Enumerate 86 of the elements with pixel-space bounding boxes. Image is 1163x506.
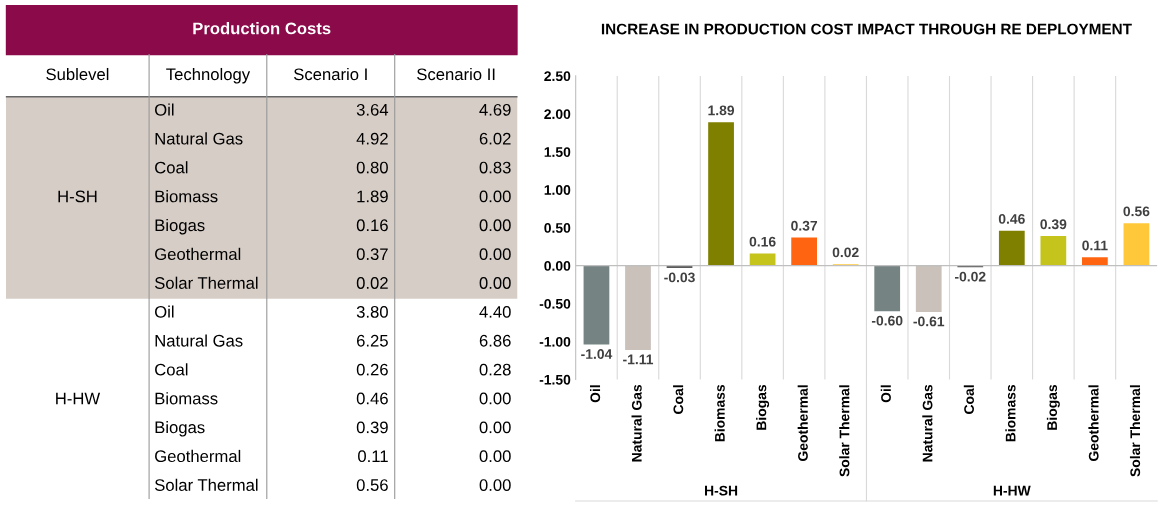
data-label: -1.04: [581, 349, 613, 359]
x-tick-label: Biomass: [1005, 384, 1016, 442]
data-label: 0.16: [749, 236, 776, 247]
data-label: 0.11: [1082, 240, 1108, 251]
data-label: -0.03: [664, 272, 695, 283]
text: 0.00: [479, 479, 511, 491]
text: 4.69: [479, 103, 511, 116]
text: 4.40: [479, 305, 511, 318]
text: 6.86: [479, 334, 511, 347]
category-label: Coal: [155, 363, 188, 376]
text: 0.00: [479, 190, 511, 203]
text: 0.39: [356, 421, 388, 434]
x-tick-label: Biogas: [756, 384, 770, 430]
data-label: -0.61: [913, 316, 945, 327]
text: 6.02: [479, 132, 511, 145]
chart-title: INCREASE IN PRODUCTION COST IMPACT THROUGH RE DEPLOYMENT: [601, 23, 1132, 35]
data-label: -0.02: [954, 271, 986, 282]
category-label: Geothermal: [155, 247, 241, 261]
text: H-HW: [993, 485, 1031, 496]
x-tick-label: Solar Thermal: [839, 385, 850, 477]
text: 0.46: [356, 392, 388, 405]
y-tick-label: -0.50: [539, 298, 571, 309]
x-tick-label: Natural Gas: [631, 384, 642, 462]
text: 0.00: [479, 248, 511, 261]
y-tick-label: 0.50: [544, 223, 571, 233]
category-label: Solar Thermal: [154, 478, 258, 491]
text: Production Costs: [193, 22, 331, 35]
x-tick-label: Biogas: [1046, 384, 1060, 430]
category-label: Solar Thermal: [154, 276, 258, 289]
text: 0.02: [356, 277, 388, 289]
text: 0.16: [356, 219, 388, 232]
category-label: Sublevel: [46, 67, 109, 81]
x-tick-label: Biomass: [714, 384, 725, 442]
y-tick-label: 1.50: [544, 147, 571, 157]
y-tick-label: 1.00: [544, 185, 571, 195]
text: 4.92: [356, 132, 388, 145]
text: 0.28: [479, 363, 511, 376]
data-label: 0.02: [832, 247, 859, 258]
category-label: Technology: [166, 67, 251, 84]
x-tick-label: Solar Thermal: [1129, 385, 1141, 477]
category-label: Oil: [155, 103, 174, 116]
x-tick-label: Oil: [589, 385, 601, 403]
y-tick-label: 2.00: [544, 109, 571, 120]
text: 3.64: [356, 103, 389, 116]
category-label: Biomass: [155, 190, 218, 203]
text: H-HW: [56, 392, 101, 405]
text: 6.25: [356, 334, 388, 347]
text: 0.80: [356, 161, 388, 174]
x-tick-label: Coal: [673, 385, 684, 414]
text: H-SH: [705, 485, 738, 496]
data-label: -0.60: [871, 315, 903, 326]
x-tick-label: Natural Gas: [922, 384, 933, 462]
category-label: Oil: [155, 305, 174, 318]
category-label: Scenario I: [294, 67, 367, 81]
text: 0.00: [479, 450, 511, 463]
text: 1.89: [357, 190, 388, 203]
category-label: Natural Gas: [155, 334, 243, 347]
data-label: 1.89: [708, 105, 735, 116]
category-label: Natural Gas: [155, 132, 243, 145]
x-tick-label: Oil: [880, 385, 891, 403]
x-tick-label: Coal: [963, 385, 974, 414]
data-label: 0.46: [998, 213, 1025, 224]
y-tick-label: -1.50: [539, 374, 571, 385]
text: 0.37: [356, 248, 388, 261]
text: 0.26: [356, 363, 388, 376]
text: 0.00: [479, 277, 511, 289]
category-label: Coal: [155, 161, 188, 174]
category-label: Biogas: [155, 218, 205, 235]
text: 0.11: [358, 450, 388, 463]
x-tick-label: Geothermal: [1088, 385, 1099, 461]
text: 0.00: [479, 421, 511, 434]
text: 0.83: [479, 161, 511, 174]
data-label: -1.11: [623, 354, 654, 365]
text: H-SH: [58, 190, 97, 203]
data-label: 0.56: [1123, 206, 1150, 217]
text: 0.56: [356, 479, 388, 491]
y-tick-label: -1.00: [539, 336, 571, 347]
category-label: Scenario II: [417, 67, 495, 81]
data-label: 0.39: [1040, 219, 1067, 230]
x-tick-label: Geothermal: [797, 385, 808, 461]
text: 3.80: [356, 305, 388, 318]
y-tick-label: 0.00: [544, 260, 571, 271]
data-label: 0.37: [791, 220, 818, 231]
text: 0.00: [479, 392, 511, 405]
y-tick-label: 2.50: [544, 71, 571, 82]
text: 0.00: [479, 219, 511, 232]
